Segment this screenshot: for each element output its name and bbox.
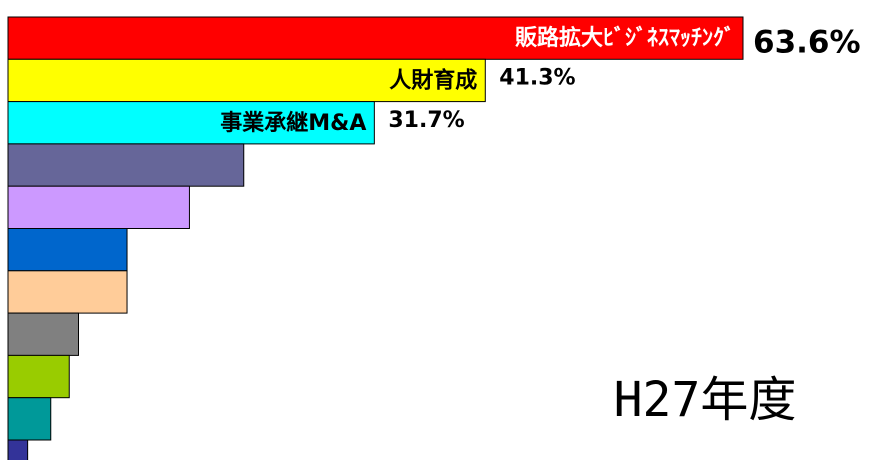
bar xyxy=(7,16,744,60)
bar xyxy=(7,439,29,460)
bar xyxy=(7,270,128,314)
bar xyxy=(7,354,70,399)
value-label: 41.3% xyxy=(499,65,575,90)
value-label: 31.7% xyxy=(388,108,464,133)
bar xyxy=(7,397,52,441)
category-label: 販路拡大ﾋﾞｼﾞﾈｽﾏｯﾁﾝｸﾞ xyxy=(515,25,735,51)
bar xyxy=(7,58,486,103)
value-label: 63.6% xyxy=(753,25,861,61)
annotation: H27年度 xyxy=(614,372,797,428)
bar xyxy=(7,143,245,187)
bar xyxy=(7,228,128,272)
bar xyxy=(7,312,79,356)
bar xyxy=(7,185,190,229)
category-label: 人財育成 xyxy=(389,67,477,93)
bar xyxy=(7,101,375,145)
category-label: 事業承継M&A xyxy=(220,110,366,136)
